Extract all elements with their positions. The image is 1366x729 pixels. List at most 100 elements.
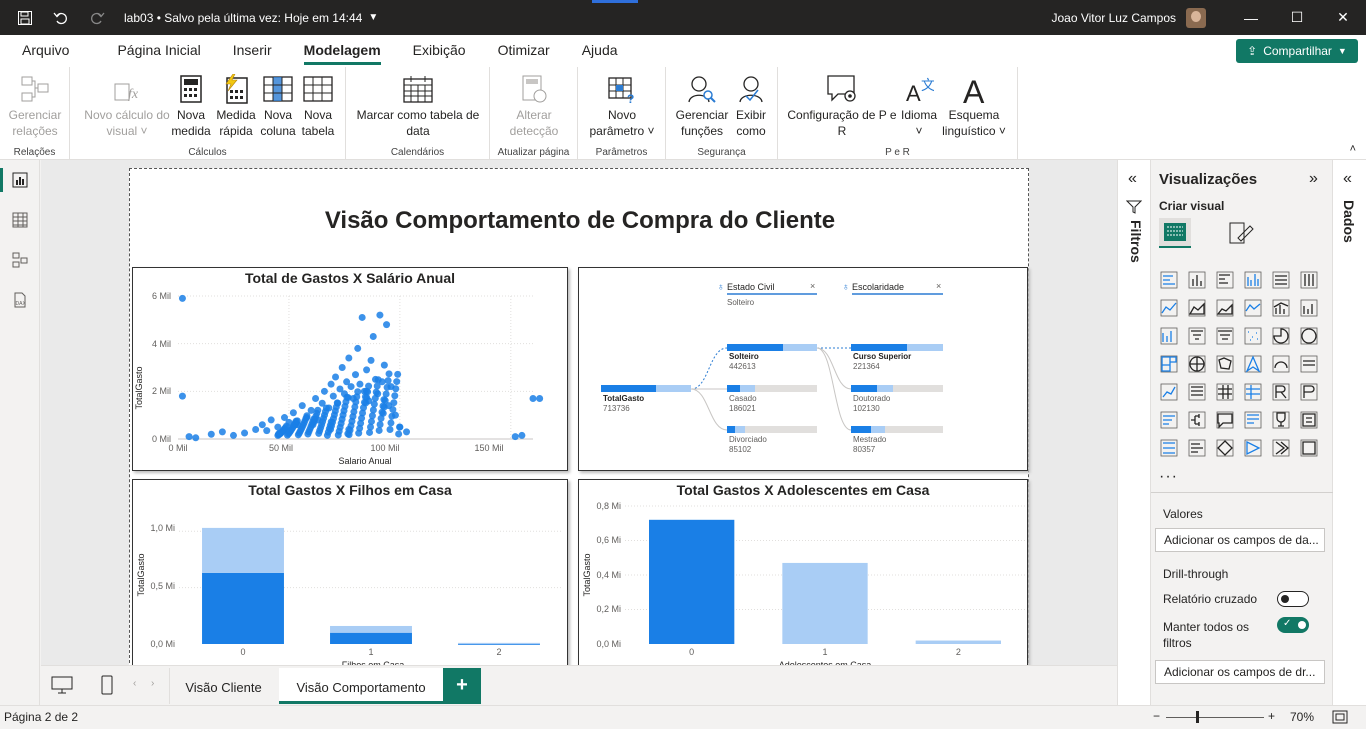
close-icon[interactable]: × [810,281,815,291]
filters-pane[interactable]: « Filtros [1117,160,1151,705]
esquema-button[interactable]: A Esquema linguístico ˅ [938,73,1010,139]
decomposition-icon[interactable] [1187,410,1207,430]
maximize-icon[interactable]: ☐ [1290,9,1304,25]
zoom-slider[interactable] [1166,717,1264,718]
tab-pagina-inicial[interactable]: Página Inicial [117,42,201,58]
power-apps-icon[interactable] [1215,438,1235,458]
tree-node-curso-superior[interactable]: Curso Superior 221364 [851,344,943,371]
bar-chart-adolescentes[interactable]: Total Gastos X Adolescentes em Casa Tota… [578,479,1028,665]
treemap-icon[interactable] [1159,354,1179,374]
save-icon[interactable] [14,7,36,29]
narrative-icon[interactable] [1187,438,1207,458]
add-page-button[interactable]: + [443,668,481,704]
format-visual-tab[interactable] [1225,218,1257,248]
ribbon-chart-icon[interactable] [1243,298,1263,318]
next-page-icon[interactable]: › [151,678,155,689]
novo-calculo-button[interactable]: fx Novo cálculo do visual ˅ [80,73,174,139]
medida-rapida-button[interactable]: Medida rápida [214,73,258,139]
kpi-icon[interactable] [1159,382,1179,402]
card-icon[interactable] [1299,354,1319,374]
filter-escolaridade[interactable]: ♁ Escolaridade × [842,281,943,295]
tree-node-root[interactable]: TotalGasto 713736 [601,385,691,413]
data-pane[interactable]: « Dados [1333,160,1366,705]
more-visuals-icon[interactable]: ··· [1159,468,1178,485]
area-chart-icon[interactable] [1187,298,1207,318]
collapse-icon[interactable]: « [1343,170,1352,187]
close-icon[interactable]: × [936,281,941,291]
tab-modelagem[interactable]: Modelagem [288,35,397,67]
avatar[interactable] [1186,7,1206,28]
page-tab-visao-comportamento[interactable]: Visão Comportamento [279,668,443,704]
dax-query-icon[interactable]: DAX [10,290,30,310]
values-field-well[interactable]: Adicionar os campos de da... [1155,528,1325,552]
line-chart-icon[interactable] [1159,298,1179,318]
drill-field-well[interactable]: Adicionar os campos de dr... [1155,660,1325,684]
model-view-icon[interactable] [10,250,30,270]
scatter-icon[interactable] [1243,326,1263,346]
100-bar-icon[interactable] [1271,270,1291,290]
paginated-icon[interactable] [1299,410,1319,430]
expand-icon[interactable]: » [1309,170,1318,187]
r-visual-icon[interactable] [1271,382,1291,402]
gauge-icon[interactable] [1271,354,1291,374]
more-arrow-icon[interactable] [1271,438,1291,458]
clustered-bar-icon[interactable] [1215,270,1235,290]
filled-map-icon[interactable] [1215,354,1235,374]
goals-icon[interactable] [1271,410,1291,430]
line-clustered-icon[interactable] [1299,298,1319,318]
table-view-icon[interactable] [10,210,30,230]
cross-report-toggle[interactable] [1277,591,1309,607]
alterar-deteccao-button[interactable]: Alterar detecção [500,73,568,139]
stacked-column-icon[interactable] [1187,270,1207,290]
tab-inserir[interactable]: Inserir [232,42,272,58]
multirow-card-icon[interactable] [1159,438,1179,458]
azure-map-icon[interactable] [1243,354,1263,374]
minimize-icon[interactable]: — [1244,9,1258,26]
tab-otimizar[interactable]: Otimizar [497,42,550,58]
keep-filters-toggle[interactable]: ✓ [1277,617,1309,633]
python-visual-icon[interactable] [1299,382,1319,402]
exibir-como-button[interactable]: Exibir como [730,73,772,139]
tree-node-divorciado[interactable]: Divorciado 85102 [727,426,817,454]
file-title[interactable]: lab03 • Salvo pela última vez: Hoje em 1… [124,10,363,25]
undo-icon[interactable] [50,7,72,29]
close-icon[interactable]: ✕ [1337,9,1349,25]
stacked-area-icon[interactable] [1215,298,1235,318]
marcar-tabela-button[interactable]: Marcar como tabela de data [352,73,484,139]
chevron-down-icon[interactable]: ▼ [368,12,379,23]
filter-estado-civil[interactable]: ♁ Estado Civil × Solteiro [717,281,817,307]
configuracao-pr-button[interactable]: Configuração de P e R [784,73,900,139]
prev-page-icon[interactable]: ‹ [133,678,137,689]
tree-node-doutorado[interactable]: Doutorado 102130 [851,385,943,413]
key-influencers-icon[interactable] [1159,410,1179,430]
gerenciar-relacoes-button[interactable]: Gerenciar relações [4,73,66,139]
desktop-layout-icon[interactable] [51,675,73,698]
power-automate-icon[interactable] [1243,438,1263,458]
waterfall-icon[interactable] [1159,326,1179,346]
gerenciar-funcoes-button[interactable]: Gerenciar funções [674,73,730,139]
funnel-chart-icon[interactable] [1187,326,1207,346]
redo-icon[interactable] [86,7,108,29]
nova-tabela-button[interactable]: Nova tabela [298,73,338,139]
map-icon[interactable] [1187,354,1207,374]
slicer-icon[interactable] [1187,382,1207,402]
zoom-in-icon[interactable]: + [1268,709,1276,723]
tree-node-solteiro[interactable]: Solteiro 442613 [727,344,817,371]
tab-arquivo[interactable]: Arquivo [22,42,70,58]
decomposition-tree-visual[interactable]: ♁ Estado Civil × Solteiro ♁ Escolaridade… [578,267,1028,471]
collapse-ribbon-icon[interactable]: ˄ [1349,143,1356,155]
smart-narrative-icon[interactable] [1243,410,1263,430]
qa-icon[interactable] [1215,410,1235,430]
tree-node-mestrado[interactable]: Mestrado 80357 [851,426,943,454]
donut-chart-icon[interactable] [1299,326,1319,346]
mobile-layout-icon[interactable] [101,675,113,698]
100-column-icon[interactable] [1299,270,1319,290]
novo-parametro-button[interactable]: ? Novo parâmetro ˅ [582,73,662,139]
page-tab-visao-cliente[interactable]: Visão Cliente [169,668,277,704]
bar-chart-filhos[interactable]: Total Gastos X Filhos em Casa TotalGasto… [132,479,568,665]
report-view-icon[interactable] [10,170,30,190]
funnel-icon[interactable] [1215,326,1235,346]
line-column-icon[interactable] [1271,298,1291,318]
collapse-icon[interactable]: « [1128,170,1137,187]
